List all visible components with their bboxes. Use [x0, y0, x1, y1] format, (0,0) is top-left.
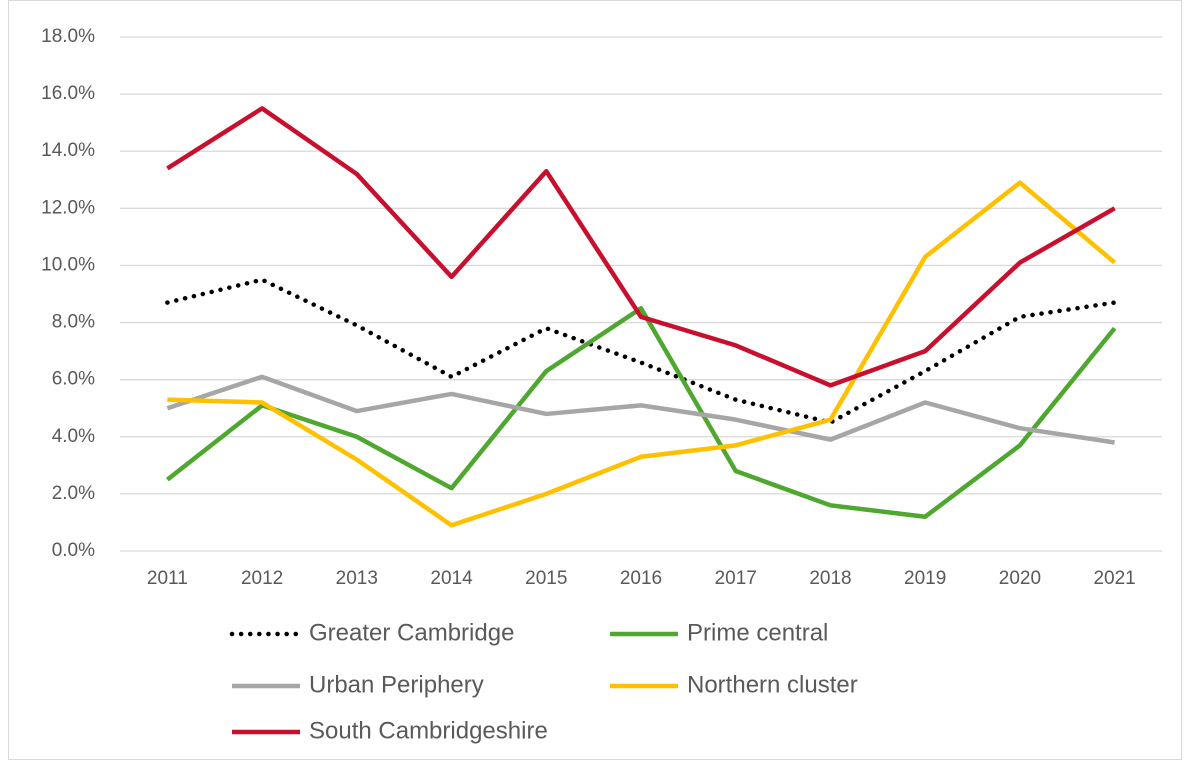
- y-tick-label: 4.0%: [52, 426, 95, 447]
- x-tick-label: 2019: [904, 568, 946, 589]
- y-tick-label: 2.0%: [52, 483, 95, 504]
- x-tick-label: 2020: [999, 568, 1041, 589]
- x-tick-label: 2012: [241, 568, 283, 589]
- series-line: [165, 277, 1117, 425]
- y-tick-label: 12.0%: [41, 197, 95, 218]
- legend-label: South Cambridgeshire: [309, 717, 548, 744]
- x-tick-label: 2016: [620, 568, 662, 589]
- x-tick-label: 2018: [809, 568, 851, 589]
- series-line: [167, 180, 1117, 528]
- x-tick-label: 2015: [525, 568, 567, 589]
- legend-label: Greater Cambridge: [309, 619, 514, 646]
- series-line: [166, 106, 1116, 388]
- legend-label: Urban Periphery: [309, 671, 484, 698]
- series-line: [166, 374, 1115, 445]
- y-tick-label: 16.0%: [41, 83, 95, 104]
- y-tick-label: 8.0%: [52, 312, 95, 333]
- x-tick-label: 2014: [430, 568, 473, 589]
- x-tick-label: 2017: [715, 568, 757, 589]
- y-tick-label: 14.0%: [41, 140, 95, 161]
- legend-label: Northern cluster: [687, 671, 858, 698]
- y-tick-label: 6.0%: [52, 369, 95, 390]
- legend-label: Prime central: [687, 619, 828, 646]
- y-tick-label: 10.0%: [41, 254, 95, 275]
- series-line: [165, 306, 1117, 519]
- y-tick-label: 0.0%: [52, 540, 95, 561]
- y-tick-label: 18.0%: [41, 26, 95, 47]
- x-tick-label: 2013: [336, 568, 378, 589]
- x-tick-label: 2011: [147, 568, 188, 589]
- x-tick-label: 2021: [1093, 568, 1135, 589]
